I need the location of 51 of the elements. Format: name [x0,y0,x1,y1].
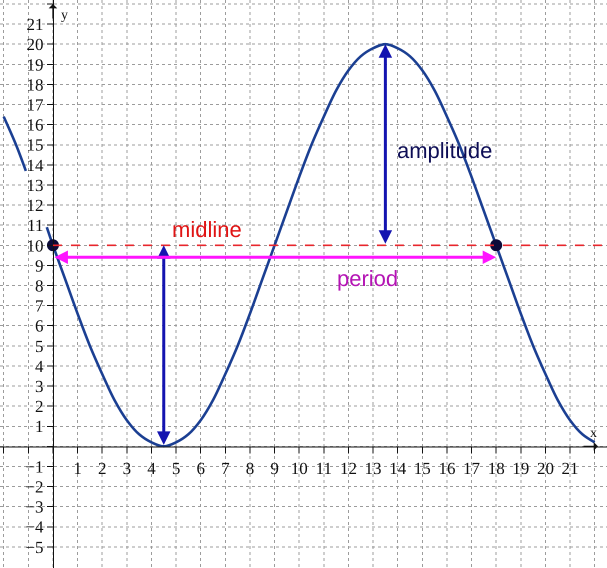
x-tick-label: 8 [246,459,254,478]
x-tick-label: 4 [147,459,156,478]
y-tick-label: −1 [25,457,44,476]
y-tick-label: 8 [35,276,44,296]
x-tick-label: 13 [364,459,382,478]
x-tick-label: 2 [98,459,106,478]
x-tick-label: 18 [488,459,505,478]
y-tick-label: 4 [35,356,44,376]
x-tick-label: 14 [389,459,407,478]
y-tick-label: 1 [35,417,44,436]
y-tick-label: 14 [26,156,44,175]
y-tick-label: 3 [35,376,44,396]
y-tick-label: 10 [26,236,44,256]
x-tick-label: 11 [316,459,332,478]
y-tick-label: −4 [25,518,44,537]
x-tick-label: 5 [172,459,180,478]
x-tick-label: 17 [463,459,481,478]
x-tick-label: 6 [196,459,205,478]
annotation: midline [172,217,242,242]
y-tick-label: 5 [35,336,44,356]
y-tick-label: 12 [26,196,44,216]
x-tick-label: 20 [536,459,554,478]
x-tick-label: 16 [438,459,456,478]
x-tick-label: 7 [221,459,230,478]
y-axis-title: y [61,8,68,23]
y-tick-label: 19 [26,55,44,74]
y-tick-label: 15 [26,136,44,155]
y-tick-label: 16 [26,116,44,135]
y-tick-label: 17 [26,96,44,114]
y-tick-label: 20 [26,35,44,54]
y-tick-label: 21 [26,15,44,34]
y-tick-label: −3 [25,498,44,517]
x-axis-title: x [590,426,597,441]
x-tick-label: 21 [562,459,579,478]
y-tick-label: −5 [25,538,44,557]
x-tick-label: 9 [270,459,279,478]
y-tick-label: −2 [25,478,44,497]
y-tick-label: 13 [26,176,44,195]
x-tick-label: 19 [512,459,530,478]
x-tick-label: 1 [73,459,82,478]
y-tick-label: 18 [26,75,44,94]
x-tick-label: 3 [122,459,132,478]
y-tick-label: 7 [35,296,44,316]
x-tick-label: 10 [290,459,308,478]
x-tick-label: 15 [414,459,431,478]
y-tick-label: 11 [27,216,44,236]
y-tick-label: 9 [35,256,44,276]
x-tick-label: 12 [340,459,357,478]
y-tick-label: 6 [35,316,44,336]
annotation: period [337,266,398,291]
y-tick-label: 2 [35,397,44,416]
